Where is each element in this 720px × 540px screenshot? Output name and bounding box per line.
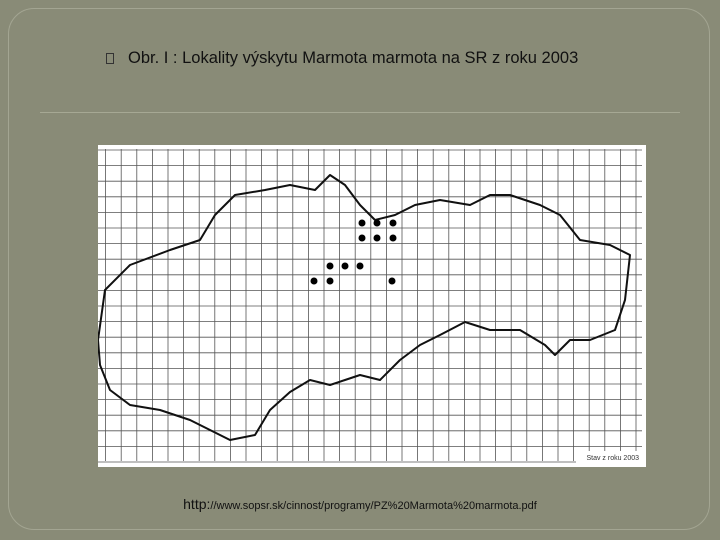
dot	[341, 262, 349, 270]
divider	[40, 112, 680, 113]
dot	[373, 234, 381, 242]
dot	[389, 234, 397, 242]
map-image: Stav z roku 2003	[98, 145, 646, 467]
dot	[389, 219, 397, 227]
source-path: //www.sopsr.sk/cinnost/programy/PZ%20Mar…	[210, 500, 537, 512]
map-stamp: Stav z roku 2003	[586, 455, 639, 462]
map-content	[98, 174, 631, 441]
slide-title: Obr. I : Lokality výskytu Marmota marmot…	[128, 49, 579, 67]
dot	[310, 277, 318, 285]
stamp-background	[576, 451, 642, 463]
bullet	[106, 53, 114, 64]
slide-frame	[8, 8, 710, 530]
country-outline	[98, 174, 631, 441]
dot	[358, 219, 366, 227]
dot	[388, 277, 396, 285]
occurrence-dots	[310, 219, 397, 285]
dot	[356, 262, 364, 270]
dot	[326, 262, 334, 270]
dot	[373, 219, 381, 227]
dot	[326, 277, 334, 285]
source-scheme: http:	[183, 496, 211, 512]
dot	[358, 234, 366, 242]
source-link: http://www.sopsr.sk/cinnost/programy/PZ%…	[0, 496, 720, 514]
